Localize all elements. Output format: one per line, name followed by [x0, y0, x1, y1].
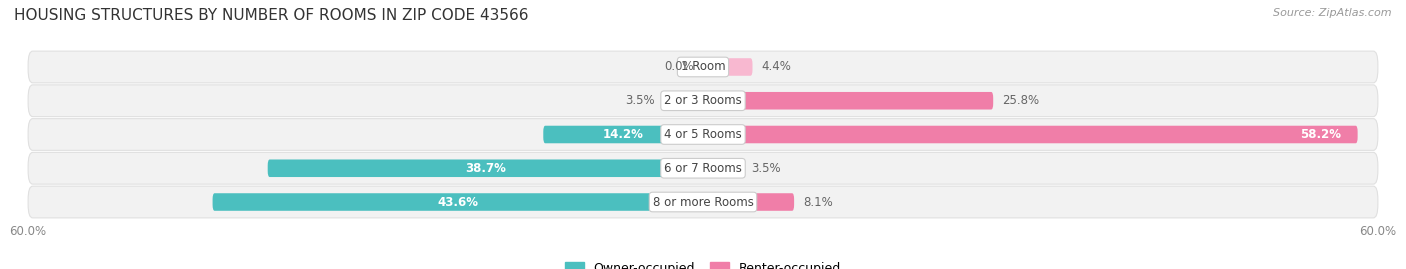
FancyBboxPatch shape — [28, 85, 1378, 116]
Text: 4 or 5 Rooms: 4 or 5 Rooms — [664, 128, 742, 141]
FancyBboxPatch shape — [664, 92, 703, 109]
Text: 43.6%: 43.6% — [437, 196, 478, 208]
FancyBboxPatch shape — [703, 92, 993, 109]
Text: 14.2%: 14.2% — [603, 128, 644, 141]
Text: 8 or more Rooms: 8 or more Rooms — [652, 196, 754, 208]
Text: 6 or 7 Rooms: 6 or 7 Rooms — [664, 162, 742, 175]
FancyBboxPatch shape — [543, 126, 703, 143]
Text: 38.7%: 38.7% — [465, 162, 506, 175]
Text: 2 or 3 Rooms: 2 or 3 Rooms — [664, 94, 742, 107]
FancyBboxPatch shape — [267, 160, 703, 177]
FancyBboxPatch shape — [703, 126, 1358, 143]
FancyBboxPatch shape — [28, 119, 1378, 150]
FancyBboxPatch shape — [28, 153, 1378, 184]
Text: 1 Room: 1 Room — [681, 61, 725, 73]
FancyBboxPatch shape — [703, 58, 752, 76]
Text: 58.2%: 58.2% — [1299, 128, 1341, 141]
Legend: Owner-occupied, Renter-occupied: Owner-occupied, Renter-occupied — [560, 257, 846, 269]
FancyBboxPatch shape — [28, 186, 1378, 218]
Text: 0.0%: 0.0% — [665, 61, 695, 73]
Text: 3.5%: 3.5% — [626, 94, 655, 107]
Text: 25.8%: 25.8% — [1002, 94, 1039, 107]
Text: 4.4%: 4.4% — [762, 61, 792, 73]
Text: 3.5%: 3.5% — [751, 162, 780, 175]
Text: HOUSING STRUCTURES BY NUMBER OF ROOMS IN ZIP CODE 43566: HOUSING STRUCTURES BY NUMBER OF ROOMS IN… — [14, 8, 529, 23]
Text: 8.1%: 8.1% — [803, 196, 832, 208]
FancyBboxPatch shape — [28, 51, 1378, 83]
FancyBboxPatch shape — [703, 160, 742, 177]
FancyBboxPatch shape — [212, 193, 703, 211]
Text: Source: ZipAtlas.com: Source: ZipAtlas.com — [1274, 8, 1392, 18]
FancyBboxPatch shape — [703, 193, 794, 211]
